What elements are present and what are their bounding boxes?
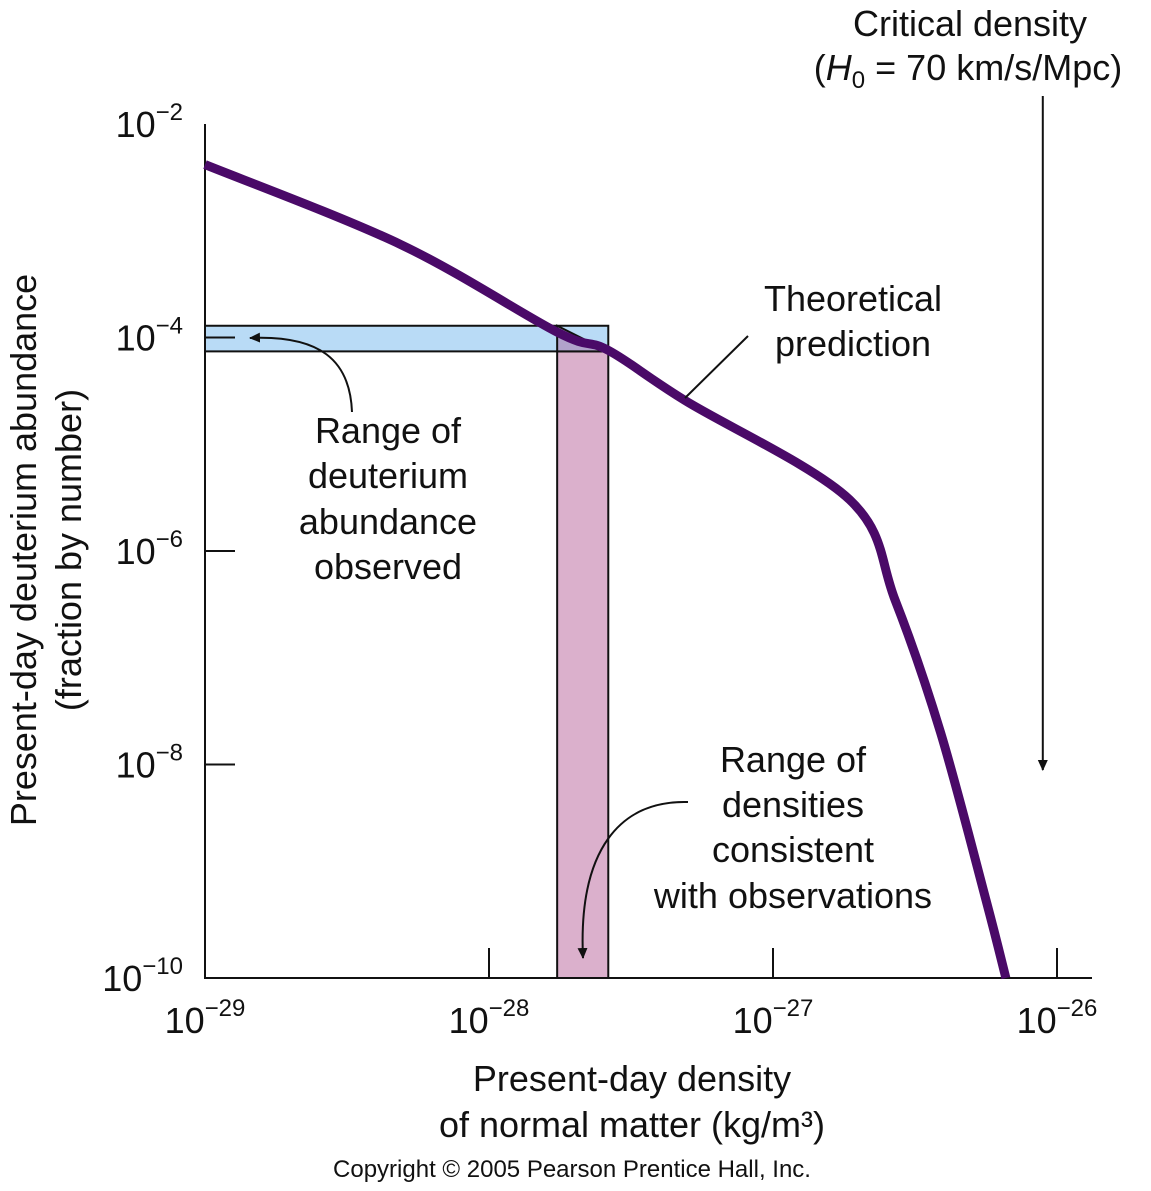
abundance-range-label-4: observed xyxy=(314,546,462,587)
y-tick-label: 10−4 xyxy=(116,313,183,359)
density-range-label-3: consistent xyxy=(712,829,874,870)
theory-label-line2: prediction xyxy=(775,323,931,364)
density-range-label-1: Range of xyxy=(720,739,867,780)
y-tick-label: 10−6 xyxy=(116,526,183,572)
theory-label-line1: Theoretical xyxy=(764,278,942,319)
y-axis-title-line2: (fraction by number) xyxy=(48,389,89,711)
density-range-label-2: densities xyxy=(722,784,864,825)
x-tick-label: 10−28 xyxy=(449,995,530,1041)
copyright-text: Copyright © 2005 Pearson Prentice Hall, … xyxy=(333,1156,811,1183)
abundance-range-label-3: abundance xyxy=(299,501,477,542)
consistent-density-band xyxy=(556,350,610,979)
y-axis-title-line1: Present-day deuterium abundance xyxy=(3,274,44,826)
x-axis-title-line2: of normal matter (kg/m³) xyxy=(439,1104,825,1145)
x-axis-title-line1: Present-day density xyxy=(473,1058,791,1099)
theory-pointer-line xyxy=(684,335,749,399)
theoretical-prediction-curve xyxy=(203,160,1011,980)
abundance-range-label-2: deuterium xyxy=(308,455,468,496)
y-tick-label: 10−8 xyxy=(116,740,183,786)
x-tick-label: 10−26 xyxy=(1017,995,1098,1041)
abundance-range-label-1: Range of xyxy=(315,410,462,451)
x-tick-label: 10−27 xyxy=(733,995,814,1041)
density-range-label-4: with observations xyxy=(653,875,932,916)
y-tick-label: 10−10 xyxy=(102,953,183,999)
x-tick-label: 10−29 xyxy=(165,995,246,1041)
y-tick-label: 10−2 xyxy=(116,99,183,145)
abundance-range-arrow xyxy=(249,332,353,413)
critical-density-label: Critical density xyxy=(853,3,1087,44)
density-range-arrow xyxy=(577,800,689,959)
hubble-constant-label: (H0 = 70 km/s/Mpc) xyxy=(814,47,1122,94)
